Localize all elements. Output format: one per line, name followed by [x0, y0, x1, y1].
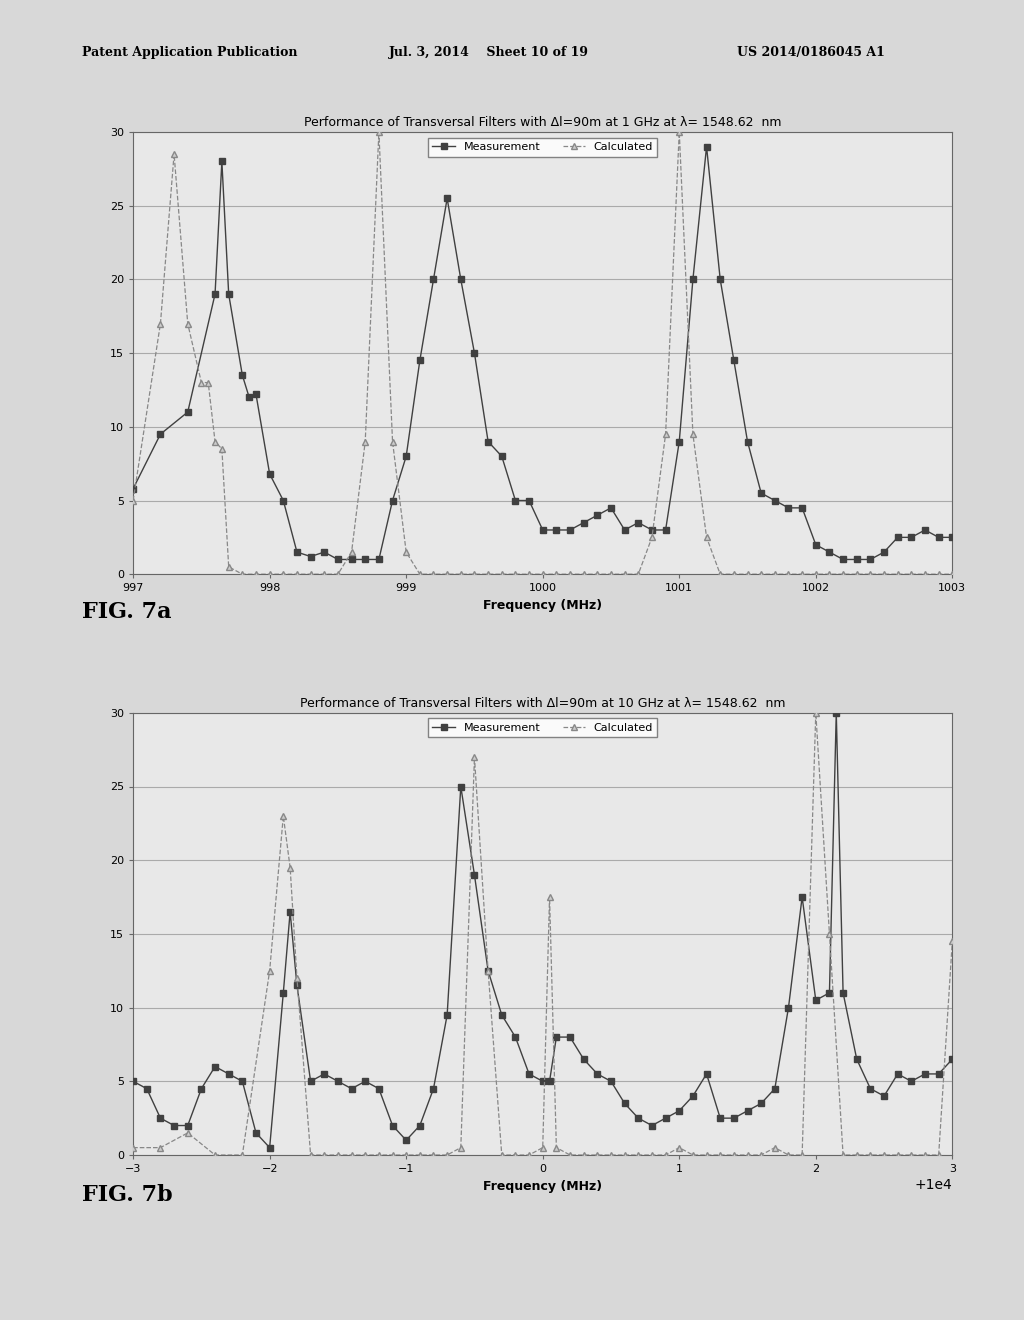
Legend: Measurement, Calculated: Measurement, Calculated: [428, 137, 657, 157]
Calculated: [864, 566, 877, 582]
Calculated: [919, 1147, 931, 1163]
Calculated: [373, 1147, 385, 1163]
Calculated: [700, 1147, 713, 1163]
Text: Jul. 3, 2014    Sheet 10 of 19: Jul. 3, 2014 Sheet 10 of 19: [389, 46, 589, 59]
Title: Performance of Transversal Filters with Δl=90m at 1 GHz at λ= 1548.62  nm: Performance of Transversal Filters with …: [304, 116, 781, 129]
Text: FIG. 7b: FIG. 7b: [82, 1184, 173, 1206]
Measurement: [427, 272, 439, 288]
Calculated: [550, 566, 562, 582]
Measurement: [700, 139, 713, 154]
Calculated: [946, 566, 958, 582]
Calculated: [291, 566, 303, 582]
Calculated: [646, 529, 658, 545]
Measurement: [673, 1104, 685, 1119]
Measurement: [278, 492, 290, 508]
Measurement: [263, 1139, 275, 1155]
Line: Measurement: Measurement: [130, 709, 955, 1151]
Calculated: [237, 566, 249, 582]
Measurement: [127, 1073, 139, 1089]
Measurement: [830, 705, 843, 721]
Measurement: [946, 1051, 958, 1067]
Calculated: [946, 933, 958, 949]
Calculated: [209, 1147, 221, 1163]
Measurement: [332, 552, 344, 568]
Calculated: [810, 705, 822, 721]
Line: Calculated: Calculated: [130, 709, 955, 1159]
Calculated: [851, 1147, 863, 1163]
Calculated: [127, 492, 139, 508]
Measurement: [591, 1067, 603, 1082]
Line: Measurement: Measurement: [130, 144, 955, 562]
X-axis label: Frequency (MHz): Frequency (MHz): [483, 599, 602, 611]
Calculated: [755, 1147, 767, 1163]
Measurement: [237, 1073, 249, 1089]
Text: FIG. 7a: FIG. 7a: [82, 601, 171, 623]
Line: Calculated: Calculated: [130, 128, 955, 578]
Calculated: [127, 1139, 139, 1155]
Measurement: [127, 480, 139, 496]
Measurement: [659, 1110, 672, 1126]
Legend: Measurement, Calculated: Measurement, Calculated: [428, 718, 657, 738]
Calculated: [202, 375, 214, 391]
Measurement: [659, 521, 672, 539]
Measurement: [386, 492, 398, 508]
Calculated: [373, 124, 385, 140]
X-axis label: Frequency (MHz): Frequency (MHz): [483, 1180, 602, 1192]
Calculated: [345, 544, 357, 560]
Text: US 2014/0186045 A1: US 2014/0186045 A1: [737, 46, 885, 59]
Title: Performance of Transversal Filters with Δl=90m at 10 GHz at λ= 1548.62  nm: Performance of Transversal Filters with …: [300, 697, 785, 710]
Measurement: [482, 962, 495, 978]
Measurement: [414, 352, 426, 368]
Measurement: [946, 529, 958, 545]
Calculated: [386, 1147, 398, 1163]
Text: Patent Application Publication: Patent Application Publication: [82, 46, 297, 59]
Measurement: [359, 552, 372, 568]
Measurement: [544, 1073, 556, 1089]
